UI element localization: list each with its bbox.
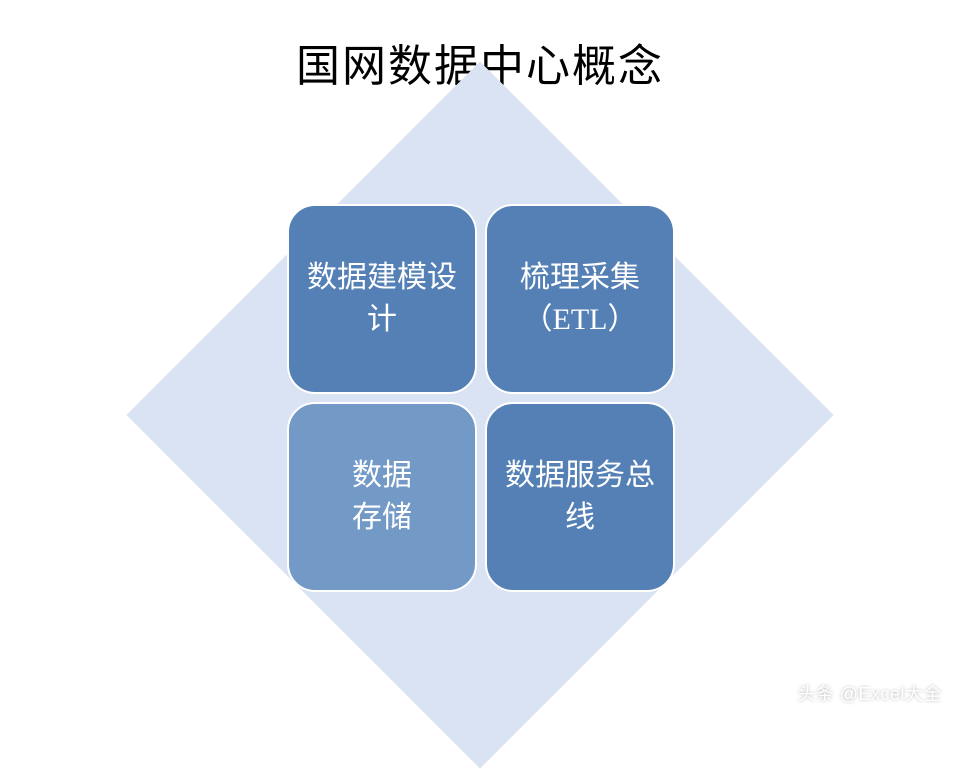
box-service-bus: 数据服务总线 <box>485 402 675 592</box>
box-label: 数据建模设计 <box>307 257 457 341</box>
watermark: 头条 @Excel大全 <box>797 680 942 706</box>
box-etl: 梳理采集（ETL） <box>485 204 675 394</box>
box-label: 梳理采集（ETL） <box>505 257 655 341</box>
box-storage: 数据存储 <box>287 402 477 592</box>
concept-grid: 数据建模设计 梳理采集（ETL） 数据存储 数据服务总线 <box>287 204 675 592</box>
box-label: 数据服务总线 <box>505 455 655 539</box>
box-label: 数据存储 <box>352 455 412 539</box>
box-data-modeling: 数据建模设计 <box>287 204 477 394</box>
